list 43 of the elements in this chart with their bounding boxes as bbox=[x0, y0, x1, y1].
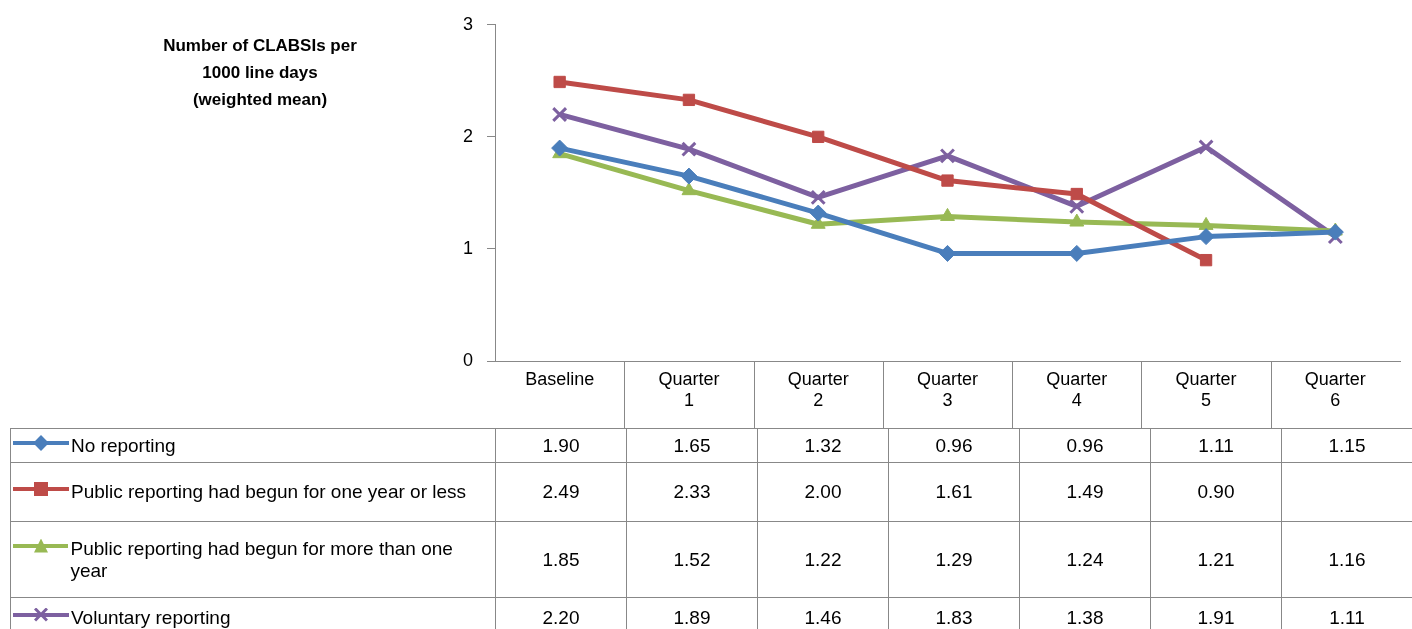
data-label: 1.90 bbox=[495, 428, 627, 463]
data-label: 1.32 bbox=[757, 428, 889, 463]
data-label: 1.38 bbox=[1019, 597, 1151, 629]
data-label: 1.24 bbox=[1019, 521, 1151, 598]
data-label: 1.65 bbox=[626, 428, 758, 463]
y-tick-label: 1 bbox=[462, 237, 473, 258]
data-label: 1.52 bbox=[626, 521, 758, 598]
data-label: 1.22 bbox=[757, 521, 889, 598]
x-tick-label: Quarter 3 bbox=[916, 368, 979, 411]
x-tick-label: Quarter 1 bbox=[658, 368, 720, 411]
x-tick-label: Baseline bbox=[525, 368, 595, 389]
data-label: 2.00 bbox=[757, 462, 889, 522]
x-tick-label: Quarter 2 bbox=[787, 368, 849, 411]
data-label: 2.20 bbox=[495, 597, 627, 629]
data-label: 1.15 bbox=[1281, 428, 1412, 463]
data-label: 0.96 bbox=[888, 428, 1020, 463]
legend-label: Public reporting had begun for one year or less bbox=[71, 481, 467, 503]
data-label: 1.83 bbox=[888, 597, 1020, 629]
data-label: 1.16 bbox=[1281, 521, 1412, 598]
x-tick-label: Quarter 5 bbox=[1175, 368, 1237, 411]
data-label: 1.11 bbox=[1281, 597, 1412, 629]
data-label: 2.33 bbox=[626, 462, 758, 522]
legend-label: Voluntary reporting bbox=[71, 606, 231, 629]
data-label: 1.29 bbox=[888, 521, 1020, 598]
data-label: 1.61 bbox=[888, 462, 1020, 522]
legend-label: Public reporting had begun for more than one year bbox=[70, 537, 454, 582]
data-label: 0.90 bbox=[1150, 462, 1282, 522]
y-tick-label: 0 bbox=[462, 349, 473, 370]
y-tick-label: 2 bbox=[462, 125, 473, 146]
x-tick-label: Quarter 6 bbox=[1304, 368, 1366, 411]
y-tick-label: 3 bbox=[462, 13, 473, 34]
data-label: 1.21 bbox=[1150, 521, 1282, 598]
data-label: 1.49 bbox=[1019, 462, 1151, 522]
data-label: 0.96 bbox=[1019, 428, 1151, 463]
text: Number of CLABSIs per 1000 line days (weighted mean) bbox=[162, 35, 358, 111]
x-tick-label: Quarter 4 bbox=[1046, 368, 1108, 411]
data-label: 1.85 bbox=[495, 521, 627, 598]
data-label: 1.11 bbox=[1150, 428, 1282, 463]
legend-label: No reporting bbox=[71, 434, 176, 457]
data-label: 1.91 bbox=[1150, 597, 1282, 629]
data-label: 1.89 bbox=[626, 597, 758, 629]
data-label: 2.49 bbox=[495, 462, 627, 522]
data-label: 1.46 bbox=[757, 597, 889, 629]
